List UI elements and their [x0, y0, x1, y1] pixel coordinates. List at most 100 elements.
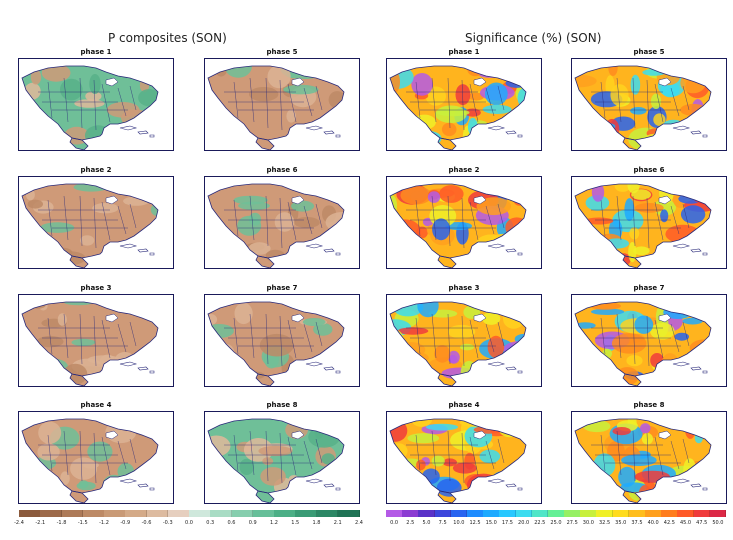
land-area — [256, 138, 274, 150]
colorbar-tick-label: -2.1 — [35, 520, 46, 526]
island — [323, 366, 335, 371]
state-border — [497, 321, 505, 347]
colorbar-tick-label: 50.0 — [712, 520, 724, 526]
island — [690, 366, 702, 371]
island — [672, 478, 691, 484]
colorbar-tick-label: 42.5 — [663, 520, 675, 526]
island — [149, 370, 155, 374]
colorbar-tick-label: -1.2 — [99, 520, 109, 526]
significance-map — [386, 294, 542, 387]
state-border — [101, 83, 111, 123]
colorbar-tick-label: 12.5 — [469, 520, 481, 526]
island — [335, 487, 341, 491]
island — [517, 487, 523, 491]
colorbar-swatch — [402, 510, 419, 517]
composites-colorbar — [19, 510, 360, 517]
island — [323, 248, 335, 253]
significance-map — [571, 176, 727, 269]
colorbar-swatch — [167, 510, 190, 517]
land-area — [438, 138, 456, 150]
coastline — [21, 301, 159, 377]
state-border — [279, 432, 283, 484]
panel-label: phase 2 — [80, 166, 112, 174]
colorbar-swatch — [104, 510, 126, 517]
state-border — [415, 317, 421, 355]
panel-frame — [204, 176, 360, 269]
state-border — [682, 203, 690, 229]
state-border — [233, 434, 239, 472]
coastline — [207, 183, 345, 259]
colorbar-tick-label: 37.5 — [631, 520, 643, 526]
great-lakes — [658, 313, 672, 323]
colorbar-tick-label: 17.5 — [501, 520, 513, 526]
colorbar-swatch — [19, 510, 41, 517]
island — [323, 483, 335, 488]
island — [702, 252, 708, 256]
island — [690, 130, 702, 135]
state-border — [632, 195, 636, 247]
state-border — [600, 199, 606, 237]
coastline — [574, 183, 712, 259]
composite-map-panel: phase 4 — [18, 401, 174, 504]
land-area — [208, 66, 344, 140]
colorbar-tick-label: 0.9 — [248, 520, 257, 526]
state-border — [93, 197, 97, 249]
island — [305, 361, 324, 367]
state-border — [93, 315, 97, 367]
state-border — [415, 81, 421, 119]
island — [487, 478, 506, 484]
island — [517, 370, 523, 374]
island — [672, 361, 691, 367]
island — [690, 248, 702, 253]
panel-frame — [204, 294, 360, 387]
island — [505, 130, 517, 135]
state-border — [47, 317, 53, 355]
great-lakes — [291, 77, 305, 87]
colorbar-tick-label: 1.5 — [291, 520, 300, 526]
state-border — [287, 319, 297, 359]
state-border — [233, 317, 239, 355]
colorbar-tick-label: 30.0 — [582, 520, 594, 526]
state-border — [485, 440, 495, 470]
state-border — [315, 321, 323, 347]
panel-label: phase 7 — [633, 284, 665, 292]
state-border — [670, 205, 680, 235]
state-border — [447, 430, 451, 482]
significance-map — [571, 411, 727, 504]
colorbar-swatch — [466, 510, 484, 517]
panel-label: phase 6 — [266, 166, 298, 174]
state-border — [101, 319, 111, 359]
coastline — [207, 418, 345, 494]
colorbar-tick-label: 2.4 — [355, 520, 363, 526]
significance-map-panel: phase 8 — [571, 401, 727, 504]
island — [702, 134, 708, 138]
state-border — [632, 313, 636, 365]
panel-frame — [571, 176, 727, 269]
panel-label: phase 8 — [633, 401, 665, 409]
panel-label: phase 5 — [633, 48, 665, 56]
coastline — [389, 183, 527, 259]
state-border — [431, 195, 437, 241]
colorbar-swatch — [252, 510, 275, 517]
panel-label: phase 6 — [633, 166, 665, 174]
coastline — [574, 418, 712, 494]
panel-frame — [386, 176, 542, 269]
great-lakes — [291, 195, 305, 205]
island — [323, 130, 335, 135]
state-border — [101, 201, 111, 241]
state-border — [249, 430, 255, 476]
significance-map-panel: phase 1 — [386, 48, 542, 151]
colorbar-tick-label: 15.0 — [485, 520, 497, 526]
island — [672, 243, 691, 249]
state-border — [654, 83, 664, 123]
state-border — [447, 195, 451, 247]
panel-label: phase 4 — [80, 401, 112, 409]
state-border — [431, 430, 437, 476]
land-area — [438, 256, 456, 268]
colorbar-swatch — [483, 510, 500, 517]
panel-frame — [571, 58, 727, 151]
state-border — [63, 195, 69, 241]
panel-frame — [386, 411, 542, 504]
state-border — [129, 203, 137, 229]
colorbar-swatch — [547, 510, 565, 517]
